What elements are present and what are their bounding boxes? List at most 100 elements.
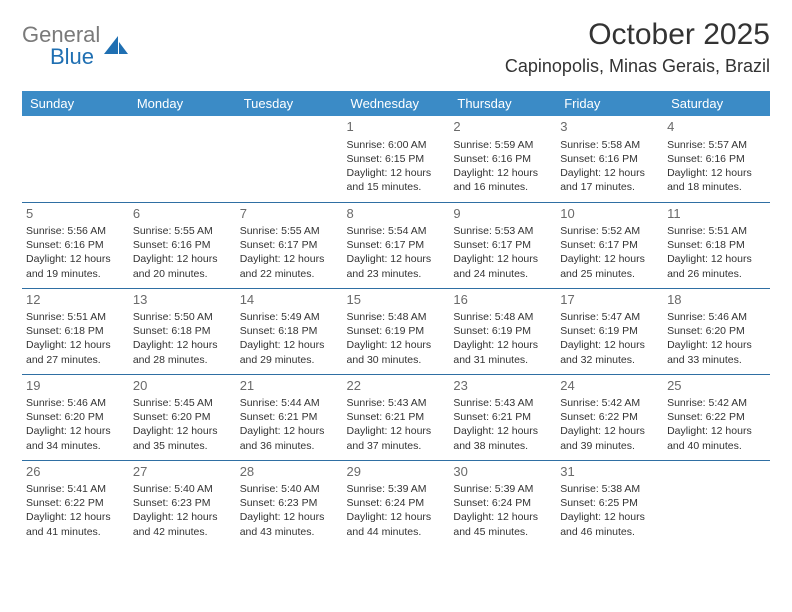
sunset-text: Sunset: 6:21 PM bbox=[347, 410, 446, 424]
calendar-body: 1Sunrise: 6:00 AMSunset: 6:15 PMDaylight… bbox=[22, 116, 770, 546]
sunrise-text: Sunrise: 5:50 AM bbox=[133, 310, 232, 324]
day-details: Sunrise: 5:48 AMSunset: 6:19 PMDaylight:… bbox=[347, 310, 446, 367]
day-number: 22 bbox=[347, 377, 446, 395]
sunset-text: Sunset: 6:25 PM bbox=[560, 496, 659, 510]
calendar-day-cell: 14Sunrise: 5:49 AMSunset: 6:18 PMDayligh… bbox=[236, 288, 343, 374]
calendar-day-cell: 27Sunrise: 5:40 AMSunset: 6:23 PMDayligh… bbox=[129, 460, 236, 546]
sunset-text: Sunset: 6:18 PM bbox=[133, 324, 232, 338]
daylight-text: Daylight: 12 hours and 19 minutes. bbox=[26, 252, 125, 280]
sunrise-text: Sunrise: 5:52 AM bbox=[560, 224, 659, 238]
sunrise-text: Sunrise: 5:38 AM bbox=[560, 482, 659, 496]
calendar-week-row: 1Sunrise: 6:00 AMSunset: 6:15 PMDaylight… bbox=[22, 116, 770, 202]
day-details: Sunrise: 5:55 AMSunset: 6:16 PMDaylight:… bbox=[133, 224, 232, 281]
calendar-week-row: 26Sunrise: 5:41 AMSunset: 6:22 PMDayligh… bbox=[22, 460, 770, 546]
day-number: 8 bbox=[347, 205, 446, 223]
daylight-text: Daylight: 12 hours and 31 minutes. bbox=[453, 338, 552, 366]
day-details: Sunrise: 5:43 AMSunset: 6:21 PMDaylight:… bbox=[453, 396, 552, 453]
day-details: Sunrise: 5:38 AMSunset: 6:25 PMDaylight:… bbox=[560, 482, 659, 539]
weekday-header: Saturday bbox=[663, 91, 770, 116]
calendar-day-cell: 24Sunrise: 5:42 AMSunset: 6:22 PMDayligh… bbox=[556, 374, 663, 460]
calendar-day-cell: 17Sunrise: 5:47 AMSunset: 6:19 PMDayligh… bbox=[556, 288, 663, 374]
calendar-day-cell: 28Sunrise: 5:40 AMSunset: 6:23 PMDayligh… bbox=[236, 460, 343, 546]
day-details: Sunrise: 5:42 AMSunset: 6:22 PMDaylight:… bbox=[560, 396, 659, 453]
day-number: 14 bbox=[240, 291, 339, 309]
calendar-day-cell: 20Sunrise: 5:45 AMSunset: 6:20 PMDayligh… bbox=[129, 374, 236, 460]
sunset-text: Sunset: 6:17 PM bbox=[560, 238, 659, 252]
day-number: 25 bbox=[667, 377, 766, 395]
sunset-text: Sunset: 6:17 PM bbox=[347, 238, 446, 252]
day-details: Sunrise: 5:47 AMSunset: 6:19 PMDaylight:… bbox=[560, 310, 659, 367]
logo-sail-icon bbox=[104, 34, 130, 58]
sunrise-text: Sunrise: 5:42 AM bbox=[667, 396, 766, 410]
header: General Blue October 2025 Capinopolis, M… bbox=[22, 18, 770, 77]
daylight-text: Daylight: 12 hours and 38 minutes. bbox=[453, 424, 552, 452]
day-number: 23 bbox=[453, 377, 552, 395]
daylight-text: Daylight: 12 hours and 43 minutes. bbox=[240, 510, 339, 538]
calendar-day-cell: 8Sunrise: 5:54 AMSunset: 6:17 PMDaylight… bbox=[343, 202, 450, 288]
sunset-text: Sunset: 6:21 PM bbox=[453, 410, 552, 424]
calendar-day-cell: 3Sunrise: 5:58 AMSunset: 6:16 PMDaylight… bbox=[556, 116, 663, 202]
brand-logo: General Blue bbox=[22, 22, 130, 70]
day-number: 6 bbox=[133, 205, 232, 223]
sunset-text: Sunset: 6:17 PM bbox=[240, 238, 339, 252]
calendar-day-cell: 16Sunrise: 5:48 AMSunset: 6:19 PMDayligh… bbox=[449, 288, 556, 374]
daylight-text: Daylight: 12 hours and 16 minutes. bbox=[453, 166, 552, 194]
calendar-day-cell: 6Sunrise: 5:55 AMSunset: 6:16 PMDaylight… bbox=[129, 202, 236, 288]
daylight-text: Daylight: 12 hours and 33 minutes. bbox=[667, 338, 766, 366]
sunrise-text: Sunrise: 5:39 AM bbox=[347, 482, 446, 496]
sunrise-text: Sunrise: 5:58 AM bbox=[560, 138, 659, 152]
daylight-text: Daylight: 12 hours and 39 minutes. bbox=[560, 424, 659, 452]
day-details: Sunrise: 5:54 AMSunset: 6:17 PMDaylight:… bbox=[347, 224, 446, 281]
day-number: 4 bbox=[667, 118, 766, 136]
sunset-text: Sunset: 6:17 PM bbox=[453, 238, 552, 252]
calendar-day-cell: 12Sunrise: 5:51 AMSunset: 6:18 PMDayligh… bbox=[22, 288, 129, 374]
sunrise-text: Sunrise: 5:46 AM bbox=[667, 310, 766, 324]
sunset-text: Sunset: 6:16 PM bbox=[453, 152, 552, 166]
day-number: 12 bbox=[26, 291, 125, 309]
calendar-day-cell: 22Sunrise: 5:43 AMSunset: 6:21 PMDayligh… bbox=[343, 374, 450, 460]
daylight-text: Daylight: 12 hours and 36 minutes. bbox=[240, 424, 339, 452]
daylight-text: Daylight: 12 hours and 22 minutes. bbox=[240, 252, 339, 280]
calendar-day-cell: 15Sunrise: 5:48 AMSunset: 6:19 PMDayligh… bbox=[343, 288, 450, 374]
daylight-text: Daylight: 12 hours and 25 minutes. bbox=[560, 252, 659, 280]
month-title: October 2025 bbox=[505, 18, 770, 52]
sunset-text: Sunset: 6:18 PM bbox=[240, 324, 339, 338]
calendar-day-cell: 2Sunrise: 5:59 AMSunset: 6:16 PMDaylight… bbox=[449, 116, 556, 202]
daylight-text: Daylight: 12 hours and 34 minutes. bbox=[26, 424, 125, 452]
day-number: 3 bbox=[560, 118, 659, 136]
location-subtitle: Capinopolis, Minas Gerais, Brazil bbox=[505, 56, 770, 77]
calendar-day-cell: 11Sunrise: 5:51 AMSunset: 6:18 PMDayligh… bbox=[663, 202, 770, 288]
calendar-day-cell: 30Sunrise: 5:39 AMSunset: 6:24 PMDayligh… bbox=[449, 460, 556, 546]
calendar-week-row: 5Sunrise: 5:56 AMSunset: 6:16 PMDaylight… bbox=[22, 202, 770, 288]
calendar-header-row: SundayMondayTuesdayWednesdayThursdayFrid… bbox=[22, 91, 770, 116]
daylight-text: Daylight: 12 hours and 35 minutes. bbox=[133, 424, 232, 452]
daylight-text: Daylight: 12 hours and 23 minutes. bbox=[347, 252, 446, 280]
sunset-text: Sunset: 6:20 PM bbox=[26, 410, 125, 424]
day-details: Sunrise: 5:56 AMSunset: 6:16 PMDaylight:… bbox=[26, 224, 125, 281]
daylight-text: Daylight: 12 hours and 28 minutes. bbox=[133, 338, 232, 366]
sunset-text: Sunset: 6:22 PM bbox=[560, 410, 659, 424]
day-details: Sunrise: 5:51 AMSunset: 6:18 PMDaylight:… bbox=[667, 224, 766, 281]
sunset-text: Sunset: 6:16 PM bbox=[133, 238, 232, 252]
day-number: 9 bbox=[453, 205, 552, 223]
weekday-header: Thursday bbox=[449, 91, 556, 116]
day-details: Sunrise: 5:46 AMSunset: 6:20 PMDaylight:… bbox=[667, 310, 766, 367]
sunset-text: Sunset: 6:19 PM bbox=[453, 324, 552, 338]
sunrise-text: Sunrise: 5:59 AM bbox=[453, 138, 552, 152]
daylight-text: Daylight: 12 hours and 29 minutes. bbox=[240, 338, 339, 366]
sunset-text: Sunset: 6:19 PM bbox=[560, 324, 659, 338]
sunset-text: Sunset: 6:15 PM bbox=[347, 152, 446, 166]
logo-word-blue: Blue bbox=[50, 44, 100, 70]
daylight-text: Daylight: 12 hours and 37 minutes. bbox=[347, 424, 446, 452]
day-number: 10 bbox=[560, 205, 659, 223]
day-details: Sunrise: 5:43 AMSunset: 6:21 PMDaylight:… bbox=[347, 396, 446, 453]
day-details: Sunrise: 5:45 AMSunset: 6:20 PMDaylight:… bbox=[133, 396, 232, 453]
day-details: Sunrise: 5:49 AMSunset: 6:18 PMDaylight:… bbox=[240, 310, 339, 367]
sunset-text: Sunset: 6:20 PM bbox=[667, 324, 766, 338]
sunset-text: Sunset: 6:21 PM bbox=[240, 410, 339, 424]
day-details: Sunrise: 5:40 AMSunset: 6:23 PMDaylight:… bbox=[240, 482, 339, 539]
day-number: 24 bbox=[560, 377, 659, 395]
sunrise-text: Sunrise: 5:47 AM bbox=[560, 310, 659, 324]
sunrise-text: Sunrise: 5:44 AM bbox=[240, 396, 339, 410]
calendar-week-row: 19Sunrise: 5:46 AMSunset: 6:20 PMDayligh… bbox=[22, 374, 770, 460]
